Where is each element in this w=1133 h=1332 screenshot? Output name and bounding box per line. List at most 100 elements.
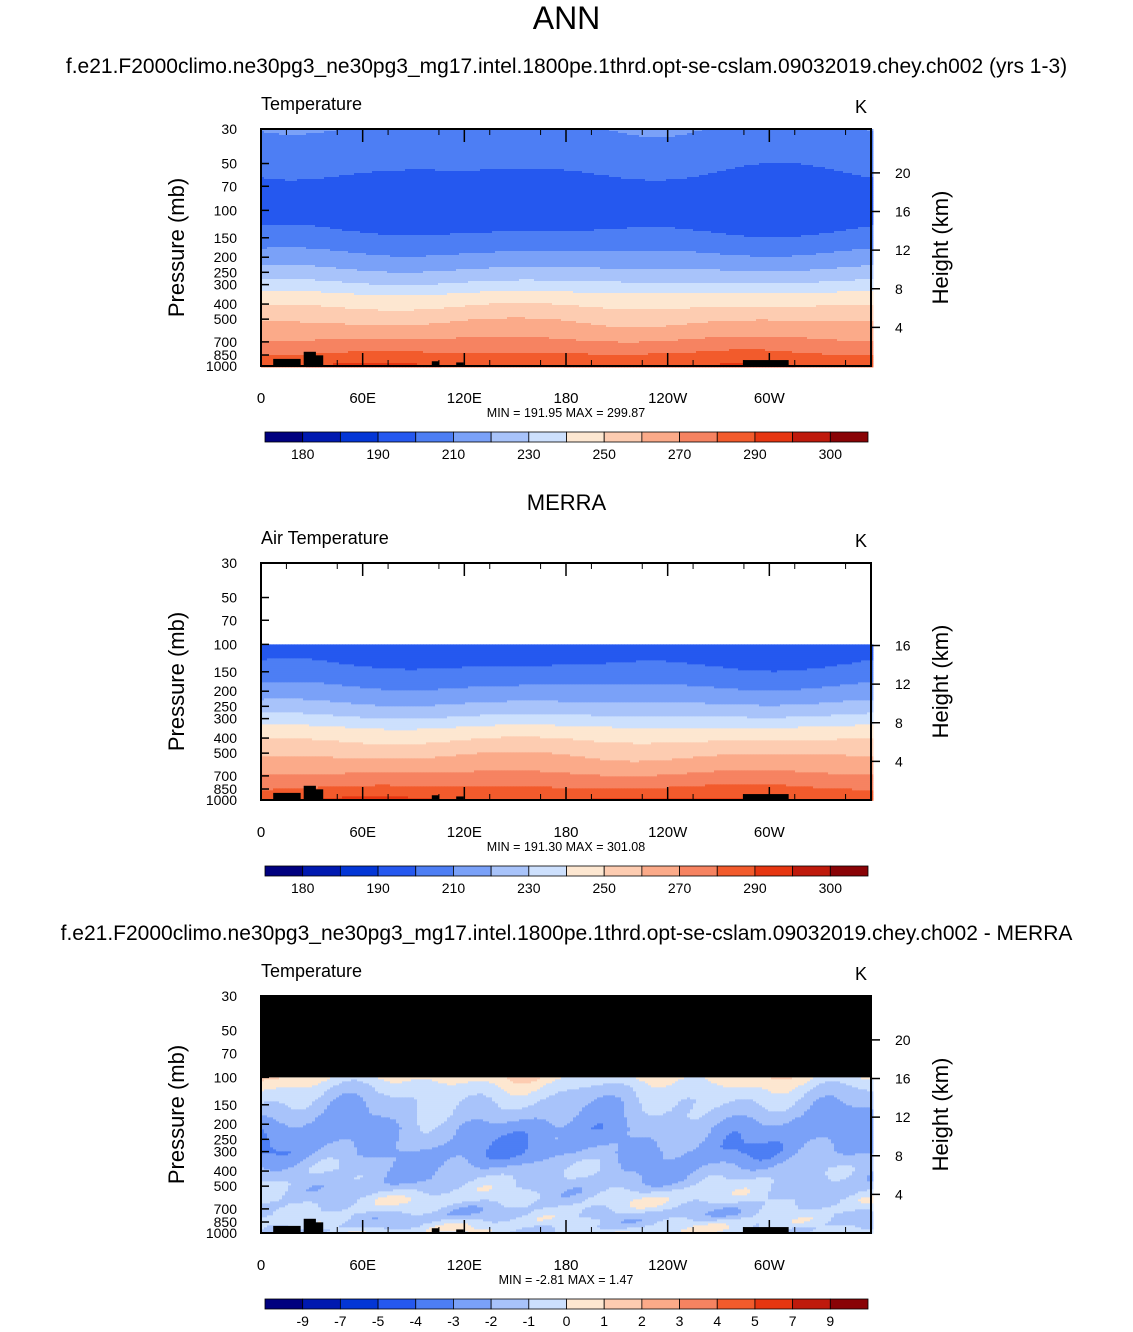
contour-cell (612, 131, 616, 134)
contour-cell (660, 131, 664, 134)
contour-cell (306, 129, 310, 132)
contour-cell (507, 135, 511, 138)
contour-cell (807, 131, 811, 134)
contour-cell (720, 133, 724, 136)
contour-cell (618, 129, 622, 132)
contour-cell (312, 139, 316, 142)
contour-cell (846, 139, 850, 142)
contour-cell (261, 129, 265, 132)
contour-cell (570, 137, 574, 140)
contour-cell (678, 139, 682, 142)
contour-cell (723, 131, 727, 134)
contour-cell (417, 135, 421, 138)
contour-cell (816, 131, 820, 134)
contour-cell (846, 137, 850, 140)
contour-cell (651, 133, 655, 136)
contour-cell (735, 131, 739, 134)
contour-cell (657, 139, 661, 142)
contour-cell (276, 135, 280, 138)
contour-cell (801, 133, 805, 136)
contour-cell (456, 139, 460, 142)
contour-cell (393, 135, 397, 138)
contour-cell (780, 131, 784, 134)
contour-cell (588, 139, 592, 142)
contour-cell (639, 133, 643, 136)
contour-cell (627, 135, 631, 138)
contour-cell (705, 135, 709, 138)
contour-cell (315, 137, 319, 140)
contour-cell (624, 131, 628, 134)
contour-cell (429, 137, 433, 140)
contour-cell (264, 131, 268, 134)
contour-cell (822, 137, 826, 140)
contour-cell (864, 135, 868, 138)
contour-cell (309, 133, 313, 136)
contour-cell (834, 137, 838, 140)
contour-field (261, 129, 874, 368)
contour-cell (831, 135, 835, 138)
contour-cell (459, 135, 463, 138)
contour-cell (441, 129, 445, 132)
contour-cell (396, 139, 400, 142)
contour-cell (360, 129, 364, 132)
contour-cell (570, 129, 574, 132)
contour-cell (432, 137, 436, 140)
contour-cell (648, 131, 652, 134)
contour-cell (609, 131, 613, 134)
contour-cell (345, 139, 349, 142)
contour-cell (840, 129, 844, 132)
contour-cell (468, 131, 472, 134)
contour-cell (354, 137, 358, 140)
contour-cell (294, 129, 298, 132)
contour-cell (513, 139, 517, 142)
contour-cell (423, 129, 427, 132)
contour-cell (261, 131, 265, 134)
contour-cell (705, 139, 709, 142)
contour-cell (831, 131, 835, 134)
contour-cell (318, 139, 322, 142)
contour-cell (504, 133, 508, 136)
contour-cell (855, 137, 859, 140)
contour-cell (408, 129, 412, 132)
contour-cell (837, 129, 841, 132)
contour-cell (783, 135, 787, 138)
contour-cell (528, 137, 532, 140)
contour-cell (861, 137, 865, 140)
contour-cell (861, 135, 865, 138)
contour-cell (762, 135, 766, 138)
contour-cell (855, 135, 859, 138)
contour-cell (273, 135, 277, 138)
contour-cell (450, 135, 454, 138)
contour-cell (525, 139, 529, 142)
contour-cell (783, 139, 787, 142)
contour-cell (459, 131, 463, 134)
contour-cell (810, 131, 814, 134)
contour-cell (327, 131, 331, 134)
contour-cell (273, 137, 277, 140)
contour-cell (510, 137, 514, 140)
contour-cell (540, 135, 544, 138)
contour-cell (531, 135, 535, 138)
contour-cell (672, 133, 676, 136)
contour-cell (342, 137, 346, 140)
contour-cell (360, 135, 364, 138)
contour-cell (786, 139, 790, 142)
contour-cell (807, 137, 811, 140)
contour-cell (573, 131, 577, 134)
contour-cell (333, 129, 337, 132)
contour-cell (738, 135, 742, 138)
contour-cell (519, 135, 523, 138)
contour-cell (762, 131, 766, 134)
contour-cell (750, 129, 754, 132)
contour-cell (525, 137, 529, 140)
contour-cell (345, 135, 349, 138)
contour-cell (714, 131, 718, 134)
contour-cell (636, 131, 640, 134)
contour-cell (831, 139, 835, 142)
contour-cell (537, 135, 541, 138)
contour-cell (837, 137, 841, 140)
contour-cell (804, 139, 808, 142)
contour-cell (351, 131, 355, 134)
contour-cell (780, 137, 784, 140)
contour-cell (762, 129, 766, 132)
